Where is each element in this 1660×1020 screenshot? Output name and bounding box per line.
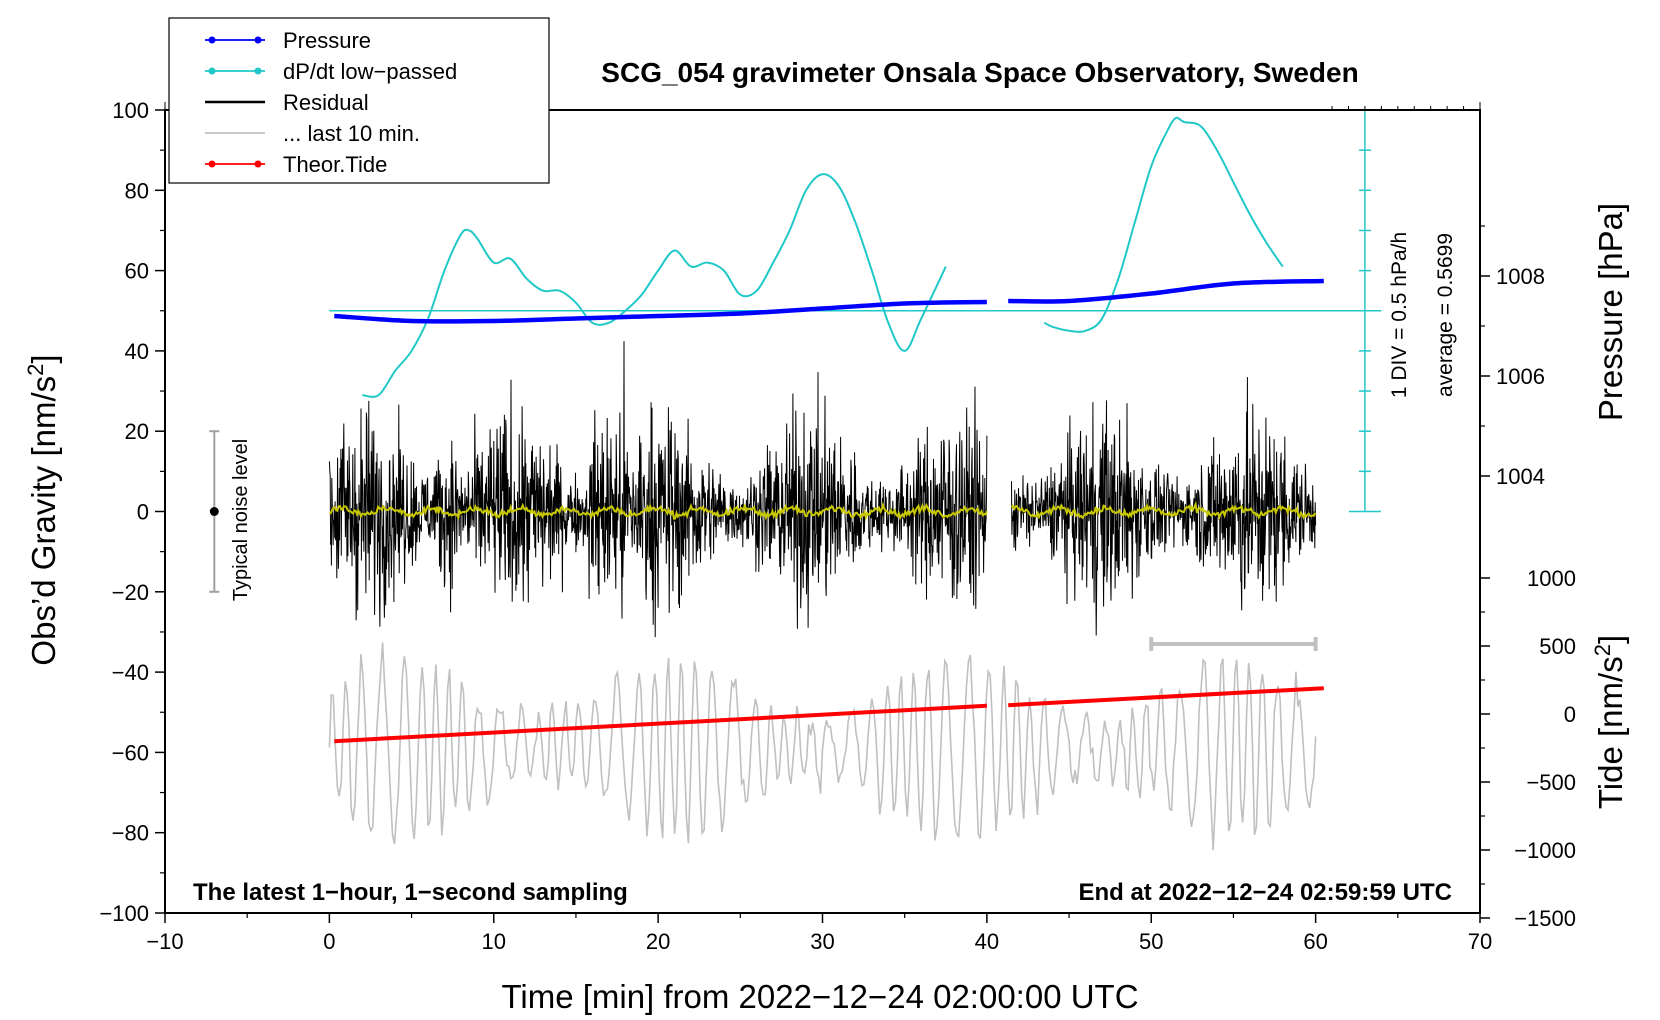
tide-axis-title-sup: 2 <box>1590 644 1615 656</box>
series-layer <box>328 116 1382 851</box>
tide-tick-label: −500 <box>1526 770 1576 795</box>
tide-tick-label: 0 <box>1564 702 1576 727</box>
left-axis-title: Obs’d Gravity [nm/s2] <box>23 354 62 665</box>
legend-marker <box>208 160 216 168</box>
tide-tick-label: 500 <box>1539 634 1576 659</box>
pressure-axis-title: Pressure [hPa] <box>1592 203 1629 421</box>
left-axis-title-sup: 2 <box>23 364 48 376</box>
legend-label: Pressure <box>283 28 371 53</box>
y-tick-label: 40 <box>125 339 149 364</box>
last10-series-line <box>328 642 1317 851</box>
x-tick-label: 10 <box>482 929 506 954</box>
x-axis-title: Time [min] from 2022−12−24 02:00:00 UTC <box>501 978 1138 1015</box>
y-tick-label: −60 <box>112 740 149 765</box>
x-tick-label: −10 <box>146 929 183 954</box>
pressure-tick-label: 1006 <box>1496 364 1545 389</box>
end-time-annotation: End at 2022−12−24 02:59:59 UTC <box>1078 879 1452 906</box>
x-tick-label: 50 <box>1139 929 1163 954</box>
y-tick-label: 60 <box>125 259 149 284</box>
tide-series-line <box>1008 686 1324 708</box>
dpdt-series-line <box>1043 116 1284 333</box>
legend-marker <box>254 67 262 75</box>
tide-series-line <box>334 703 988 744</box>
x-tick-label: 60 <box>1303 929 1327 954</box>
residual-series-line <box>1011 377 1317 636</box>
residual-series-line <box>328 341 988 638</box>
y-tick-label: −80 <box>112 821 149 846</box>
tide-tick-label: −1500 <box>1514 906 1576 931</box>
dpdt-average-label: average = 0.5699 <box>1434 233 1457 397</box>
pressure-tick-label: 1004 <box>1496 464 1545 489</box>
legend-label: Residual <box>283 90 369 115</box>
noise-level-label: Typical noise level <box>230 439 252 601</box>
residual-smoothed-line <box>328 501 988 522</box>
y-tick-label: 80 <box>125 178 149 203</box>
x-tick-label: 70 <box>1468 929 1492 954</box>
pressure-series-line <box>334 299 987 324</box>
y-tick-label: 100 <box>112 98 149 123</box>
sampling-annotation: The latest 1−hour, 1−second sampling <box>193 879 628 906</box>
noise-level-dot <box>209 507 219 516</box>
x-tick-label: 40 <box>975 929 999 954</box>
legend-entries: Pressure dP/dt low−passed Residual ... last… <box>205 28 457 177</box>
tide-axis-title-main: Tide [nm/s <box>1592 656 1629 809</box>
pressure-tick-label: 1008 <box>1496 264 1545 289</box>
tide-tick-label: 1000 <box>1527 566 1576 591</box>
tide-axis-title-close: ] <box>1592 635 1629 644</box>
y-tick-label: −20 <box>112 580 149 605</box>
left-axis-title-close: ] <box>25 354 62 363</box>
dpdt-scale-label: 1 DIV = 0.5 hPa/h <box>1388 232 1411 398</box>
x-tick-label: 0 <box>323 929 335 954</box>
tide-axis-title: Tide [nm/s2] <box>1590 635 1629 809</box>
pressure-series-line <box>1008 278 1324 304</box>
y-tick-label: −40 <box>112 660 149 685</box>
residual-smoothed-line <box>1010 500 1317 521</box>
legend-label: ... last 10 min. <box>283 121 420 146</box>
legend-marker <box>254 160 262 168</box>
left-axis-title-main: Obs’d Gravity [nm/s <box>25 376 62 666</box>
x-tick-label: 20 <box>646 929 670 954</box>
annotation-layer <box>209 109 1381 651</box>
dpdt-series-line <box>362 173 947 398</box>
y-tick-label: −100 <box>99 901 149 926</box>
legend-label: dP/dt low−passed <box>283 59 457 84</box>
legend-marker <box>208 36 216 44</box>
chart-title: SCG_054 gravimeter Onsala Space Observat… <box>601 57 1358 88</box>
axes-layer: −10 0 10 20 30 40 50 60 70−100−80−60−40−20020406… <box>99 98 1576 954</box>
legend-label: Theor.Tide <box>283 152 387 177</box>
legend-marker <box>208 67 216 75</box>
legend-box <box>168 17 550 184</box>
legend: Pressure dP/dt low−passed Residual ... last… <box>168 17 550 184</box>
legend-marker <box>254 36 262 44</box>
y-tick-label: 20 <box>125 419 149 444</box>
y-tick-label: 0 <box>137 500 149 525</box>
x-tick-label: 30 <box>810 929 834 954</box>
tide-tick-label: −1000 <box>1514 838 1576 863</box>
